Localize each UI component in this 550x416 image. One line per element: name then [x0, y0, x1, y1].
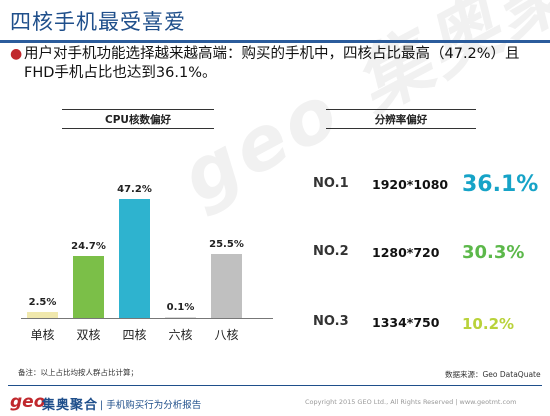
rank-label: NO.1: [313, 176, 349, 191]
summary-text: 用户对手机功能选择越来越高端：购买的手机中，四核占比最高（47.2%）且FHD手…: [24, 46, 520, 81]
bar-0: [27, 311, 58, 318]
resolution-label: 1280*720: [372, 245, 440, 260]
category-label: 单核: [30, 328, 55, 342]
resolution-share-value: 36.1%: [462, 172, 539, 197]
brand-name: 集奥聚合: [42, 398, 99, 413]
rank-label: NO.3: [313, 314, 349, 329]
resolution-label: 1334*750: [372, 315, 440, 330]
bar-4: [211, 253, 242, 318]
left-header-line-top: [62, 109, 214, 110]
category-label: 双核: [76, 328, 101, 342]
right-header-line-top: [326, 109, 476, 110]
right-header-line-bottom: [326, 128, 476, 129]
bullet-dot-icon: ●: [10, 46, 23, 62]
left-section-title: CPU核数偏好: [105, 114, 171, 126]
bar-value-label: 25.5%: [209, 238, 244, 250]
resolution-share-value: 10.2%: [462, 315, 515, 333]
left-header-line-bottom: [62, 128, 214, 129]
footnote: 备注：以上占比均按人群占比计算；: [18, 368, 138, 377]
copyright: Copyright 2015 GEO Ltd., All Rights Rese…: [305, 398, 517, 406]
category-label: 六核: [168, 328, 193, 342]
bar-value-label: 0.1%: [166, 302, 195, 313]
data-source: 数据来源：Geo DataQuate: [445, 370, 541, 379]
page-title: 四核手机最受喜爱: [10, 10, 186, 34]
resolution-share-value: 30.3%: [462, 242, 525, 263]
resolution-label: 1920*1080: [372, 177, 449, 192]
bar-value-label: 24.7%: [71, 240, 106, 252]
report-subtitle: | 手机购买行为分析报告: [100, 400, 202, 411]
geo-logo: geo: [10, 392, 46, 412]
bar-3: [165, 317, 196, 318]
bar-value-label: 2.5%: [28, 296, 57, 308]
x-axis-line: [21, 318, 273, 319]
right-section-title: 分辨率偏好: [374, 114, 428, 126]
category-label: 八核: [214, 328, 239, 342]
bar-value-label: 47.2%: [117, 184, 152, 196]
bar-1: [73, 255, 104, 318]
rank-label: NO.2: [313, 244, 349, 259]
category-label: 四核: [122, 328, 147, 342]
footer-divider: [8, 385, 542, 386]
title-divider: [0, 40, 550, 43]
bar-2: [119, 199, 150, 318]
